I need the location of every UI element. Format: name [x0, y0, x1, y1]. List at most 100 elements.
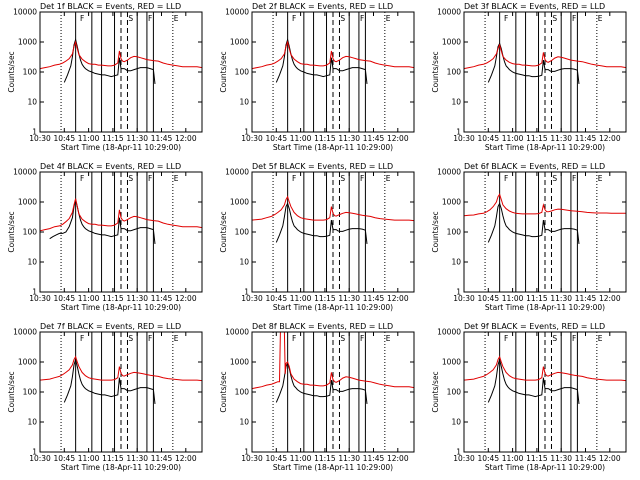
x-tick-label: 12:00: [599, 454, 621, 463]
y-axis-label: Counts/sec: [219, 51, 228, 92]
y-tick-label: 10: [451, 98, 461, 107]
y-tick-label: 10: [239, 98, 249, 107]
x-tick-label: 11:15: [314, 134, 336, 143]
panel-5: Det 5f BLACK = Events, RED = LLD F S F E 1 10 1…: [219, 162, 415, 312]
y-tick-label: 100: [235, 228, 250, 237]
x-tick-label: 11:15: [314, 294, 336, 303]
interval-letter: F: [504, 14, 508, 23]
y-tick-label: 1: [456, 288, 461, 297]
interval-letter: S: [128, 174, 133, 183]
panel-title: Det 1f BLACK = Events, RED = LLD: [40, 2, 181, 11]
panel-4: Det 4f BLACK = Events, RED = LLD F S F E 1 10 1…: [7, 162, 203, 312]
interval-letter: S: [128, 334, 133, 343]
x-tick-label: 10:30: [29, 454, 51, 463]
x-tick-label: 11:30: [126, 134, 148, 143]
x-tick-label: 10:45: [53, 294, 75, 303]
interval-letter: S: [552, 174, 557, 183]
x-axis-label: Start Time (18-Apr-11 10:29:00): [485, 303, 605, 312]
interval-letter: F: [80, 334, 84, 343]
interval-letter: E: [386, 174, 391, 183]
y-axis-label: Counts/sec: [7, 51, 16, 92]
y-tick-label: 10: [239, 258, 249, 267]
series-lld-line: [39, 198, 203, 232]
interval-letter: S: [340, 174, 345, 183]
panel-title: Det 3f BLACK = Events, RED = LLD: [464, 2, 605, 11]
panel-8: Det 8f BLACK = Events, RED = LLD F S F E 1 10 1…: [219, 322, 415, 472]
x-tick-label: 11:45: [575, 134, 597, 143]
y-tick-label: 100: [23, 68, 38, 77]
y-tick-label: 1000: [230, 38, 249, 47]
panel-title: Det 9f BLACK = Events, RED = LLD: [464, 322, 605, 331]
interval-letter: F: [292, 174, 296, 183]
y-tick-label: 100: [447, 68, 462, 77]
interval-letter: F: [80, 174, 84, 183]
x-tick-label: 11:00: [290, 134, 312, 143]
panel-9: Det 9f BLACK = Events, RED = LLD F S F E 1 10 1…: [431, 322, 627, 472]
x-tick-label: 11:00: [78, 294, 100, 303]
x-tick-label: 10:30: [453, 454, 475, 463]
interval-letter: E: [386, 334, 391, 343]
interval-letter: E: [174, 334, 179, 343]
x-tick-label: 11:00: [502, 454, 524, 463]
y-tick-label: 10: [27, 418, 37, 427]
x-tick-label: 11:30: [550, 454, 572, 463]
y-tick-label: 1: [456, 128, 461, 137]
x-tick-label: 10:30: [241, 134, 263, 143]
panel-title: Det 2f BLACK = Events, RED = LLD: [252, 2, 393, 11]
interval-letter: S: [552, 334, 557, 343]
x-tick-label: 10:45: [265, 134, 287, 143]
y-tick-label: 100: [235, 68, 250, 77]
panel-1: Det 1f BLACK = Events, RED = LLD F S F E 1 10 1…: [7, 2, 203, 152]
y-tick-label: 1: [456, 448, 461, 457]
panel-title: Det 7f BLACK = Events, RED = LLD: [40, 322, 181, 331]
x-tick-label: 11:00: [502, 294, 524, 303]
y-axis-label: Counts/sec: [431, 51, 440, 92]
x-tick-label: 11:15: [526, 294, 548, 303]
x-axis-label: Start Time (18-Apr-11 10:29:00): [61, 143, 181, 152]
y-axis-label: Counts/sec: [431, 371, 440, 412]
y-tick-label: 100: [447, 388, 462, 397]
interval-letter: F: [572, 334, 576, 343]
series-events-line: [275, 37, 368, 84]
x-tick-label: 12:00: [175, 134, 197, 143]
interval-letter: F: [292, 334, 296, 343]
x-tick-label: 11:45: [363, 454, 385, 463]
y-tick-label: 1: [244, 128, 249, 137]
x-tick-label: 11:45: [575, 294, 597, 303]
y-tick-label: 1: [32, 128, 37, 137]
series-lld-line: [463, 355, 627, 382]
y-tick-label: 100: [23, 388, 38, 397]
x-tick-label: 11:15: [526, 134, 548, 143]
y-tick-label: 100: [235, 388, 250, 397]
x-tick-label: 11:15: [102, 454, 124, 463]
x-tick-label: 12:00: [175, 294, 197, 303]
x-axis-label: Start Time (18-Apr-11 10:29:00): [273, 303, 393, 312]
panel-title: Det 4f BLACK = Events, RED = LLD: [40, 162, 181, 171]
series-lld-line: [463, 43, 627, 70]
interval-letter: F: [80, 14, 84, 23]
x-tick-label: 10:30: [241, 294, 263, 303]
interval-letter: F: [360, 174, 364, 183]
y-tick-label: 10: [27, 98, 37, 107]
y-tick-label: 10000: [13, 8, 37, 17]
interval-letter: E: [174, 14, 179, 23]
panel-6: Det 6f BLACK = Events, RED = LLD F S F E 1 10 1…: [431, 162, 627, 312]
x-tick-label: 11:00: [78, 134, 100, 143]
x-tick-label: 11:45: [575, 454, 597, 463]
y-tick-label: 10: [239, 418, 249, 427]
y-axis-label: Counts/sec: [219, 211, 228, 252]
y-tick-label: 1: [32, 448, 37, 457]
x-tick-label: 11:15: [314, 454, 336, 463]
interval-letter: F: [148, 14, 152, 23]
x-tick-label: 12:00: [387, 294, 409, 303]
x-tick-label: 10:45: [265, 294, 287, 303]
x-axis-label: Start Time (18-Apr-11 10:29:00): [485, 463, 605, 472]
x-tick-label: 11:30: [550, 134, 572, 143]
x-tick-label: 11:30: [126, 294, 148, 303]
x-axis-label: Start Time (18-Apr-11 10:29:00): [61, 303, 181, 312]
y-tick-label: 10000: [225, 168, 249, 177]
x-tick-label: 11:00: [290, 294, 312, 303]
series-lld-line: [39, 40, 203, 70]
x-tick-label: 10:30: [453, 134, 475, 143]
x-tick-label: 10:45: [53, 134, 75, 143]
